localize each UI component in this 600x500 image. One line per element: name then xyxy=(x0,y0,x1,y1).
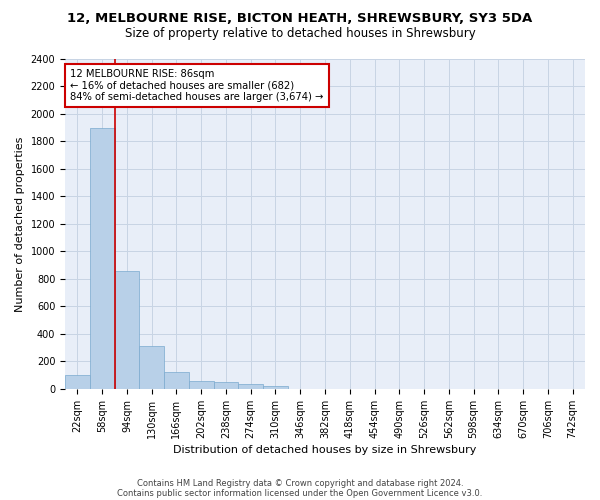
Bar xyxy=(238,384,263,389)
Y-axis label: Number of detached properties: Number of detached properties xyxy=(15,136,25,312)
Text: 12, MELBOURNE RISE, BICTON HEATH, SHREWSBURY, SY3 5DA: 12, MELBOURNE RISE, BICTON HEATH, SHREWS… xyxy=(67,12,533,26)
Bar xyxy=(65,375,90,389)
X-axis label: Distribution of detached houses by size in Shrewsbury: Distribution of detached houses by size … xyxy=(173,445,477,455)
Text: Contains HM Land Registry data © Crown copyright and database right 2024.: Contains HM Land Registry data © Crown c… xyxy=(137,478,463,488)
Bar xyxy=(214,382,238,389)
Bar xyxy=(164,372,189,389)
Text: 12 MELBOURNE RISE: 86sqm
← 16% of detached houses are smaller (682)
84% of semi-: 12 MELBOURNE RISE: 86sqm ← 16% of detach… xyxy=(70,69,323,102)
Bar xyxy=(90,128,115,389)
Text: Size of property relative to detached houses in Shrewsbury: Size of property relative to detached ho… xyxy=(125,28,475,40)
Bar xyxy=(139,346,164,389)
Bar xyxy=(263,386,288,389)
Text: Contains public sector information licensed under the Open Government Licence v3: Contains public sector information licen… xyxy=(118,488,482,498)
Bar xyxy=(115,270,139,389)
Bar xyxy=(189,380,214,389)
